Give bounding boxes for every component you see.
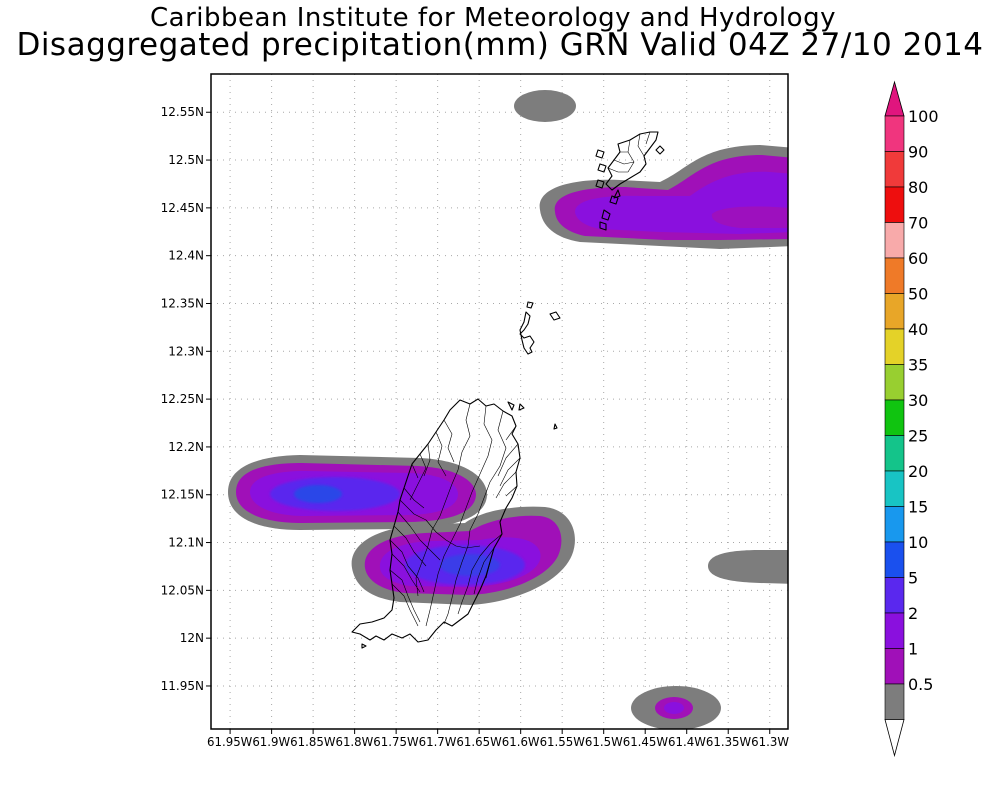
grenada-interior-lines <box>389 403 521 627</box>
precip-central-band-10 <box>440 554 500 576</box>
precip-east-cell <box>708 550 788 584</box>
caille-island <box>526 301 534 309</box>
lat-tick-label: 12.25N <box>161 392 204 406</box>
legend-swatch <box>884 257 905 294</box>
legend-label: 1 <box>908 640 918 659</box>
lat-tick-label: 11.95N <box>161 679 204 693</box>
legend-swatch <box>884 293 905 330</box>
carriacou-islet-6 <box>599 221 607 231</box>
grenada-islet-2 <box>518 403 525 411</box>
legend-label: 35 <box>908 356 928 375</box>
legend-label: 10 <box>908 533 928 552</box>
legend-top-arrow <box>884 80 905 117</box>
longitude-tick-labels: 61.95W61.9W61.85W61.8W61.75W61.7W61.65W6… <box>207 735 789 749</box>
chart-title: Caribbean Institute for Meteorology and … <box>150 3 836 33</box>
legend-swatch <box>884 399 905 436</box>
legend-swatch <box>884 577 905 614</box>
legend-swatch <box>884 470 905 507</box>
grenada-islet-4 <box>361 643 367 649</box>
carriacou-islet-3 <box>595 179 605 189</box>
legend-label: 50 <box>908 285 928 304</box>
lat-tick-label: 12.2N <box>168 440 204 454</box>
legend-swatch <box>884 328 905 365</box>
lat-tick-label: 12.1N <box>168 536 204 550</box>
carriacou-lines <box>607 131 651 173</box>
lat-tick-label: 12.55N <box>161 105 204 119</box>
legend-label: 90 <box>908 143 928 162</box>
lat-tick-label: 12.35N <box>161 296 204 310</box>
precip-south-cell-2 <box>664 702 684 714</box>
legend-label: 40 <box>908 320 928 339</box>
latitude-axis: 12.55N 12.5N 12.45N 12.4N 12.35N 12.3N 12.25N 1… <box>161 105 211 693</box>
legend-label: 100 <box>908 107 939 126</box>
legend-label: 60 <box>908 249 928 268</box>
diamond-island <box>549 311 561 321</box>
legend-label: 25 <box>908 427 928 446</box>
carriacou-islet-1 <box>595 149 605 159</box>
legend-swatch <box>884 364 905 401</box>
chart-subtitle: Disaggregated precipitation(mm) GRN Vali… <box>16 27 984 63</box>
lat-tick-label: 12.3N <box>168 344 204 358</box>
legend-swatch <box>884 506 905 543</box>
lat-tick-label: 12.15N <box>161 488 204 502</box>
legend-label: 30 <box>908 391 928 410</box>
legend-label: 0.5 <box>908 675 933 694</box>
legend-swatch <box>884 151 905 188</box>
carriacou-islet-7 <box>613 189 621 199</box>
legend-label: 20 <box>908 462 928 481</box>
precip-north-cell <box>514 90 576 122</box>
lat-tick-label: 12N <box>180 631 204 645</box>
legend-swatch <box>884 435 905 472</box>
precip-west-band-10 <box>294 485 342 503</box>
grenada-island <box>351 398 521 643</box>
legend-swatch <box>884 115 905 152</box>
longitude-axis: 61.95W61.9W61.85W61.8W61.75W61.7W61.65W6… <box>207 729 789 749</box>
legend-bottom-arrow <box>884 719 905 758</box>
precip-ne-band-1b <box>711 206 788 228</box>
legend-swatch <box>884 612 905 649</box>
lat-tick-label: 12.45N <box>161 201 204 215</box>
plot-frame <box>210 73 789 730</box>
color-legend: 100 90 80 70 60 50 40 35 30 25 20 15 10 5 2 1 0.5 <box>884 80 939 758</box>
lat-tick-label: 12.5N <box>168 153 204 167</box>
carriacou-islet-2 <box>597 163 607 173</box>
legend-swatch <box>884 186 905 223</box>
legend-label: 2 <box>908 604 918 623</box>
lat-tick-label: 12.4N <box>168 249 204 263</box>
legend-label: 70 <box>908 214 928 233</box>
coastlines <box>351 131 665 649</box>
legend-label: 15 <box>908 498 928 517</box>
legend-swatch <box>884 541 905 578</box>
legend-label: 80 <box>908 178 928 197</box>
legend-swatch <box>884 648 905 685</box>
lat-tick-label: 12.05N <box>161 583 204 597</box>
carriacou-islet-5 <box>601 209 611 221</box>
legend-label: 5 <box>908 569 918 588</box>
legend-swatch <box>884 222 905 259</box>
ronde-island <box>519 311 535 355</box>
grenada-islet-3 <box>553 423 558 430</box>
legend-swatch <box>884 683 905 720</box>
grenada-islet-1 <box>507 401 515 411</box>
lat-lon-grid <box>211 74 788 729</box>
petite-martinique <box>655 145 665 155</box>
